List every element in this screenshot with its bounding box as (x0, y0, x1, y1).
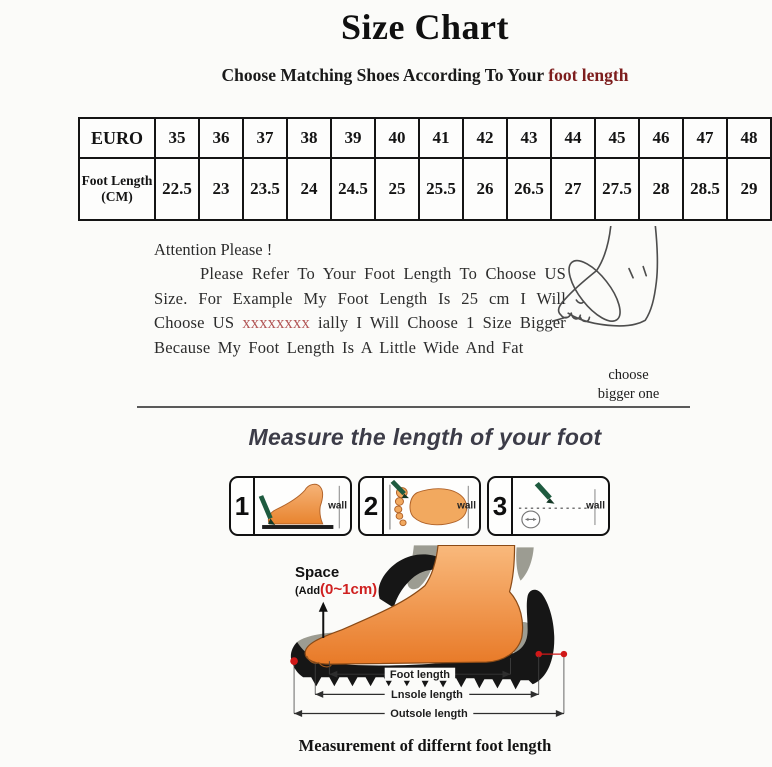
step-number: 3 (489, 478, 513, 534)
euro-size-cell: 45 (594, 117, 640, 159)
euro-size-cell: 38 (286, 117, 332, 159)
euro-size-cell: 37 (242, 117, 288, 159)
space-label-line1: Space (295, 564, 340, 581)
foot-length-cell: 26.5 (506, 157, 552, 221)
foot-length-cell: 27 (550, 157, 596, 221)
measure-step3-distance-icon (518, 481, 596, 529)
pointer-line (552, 316, 567, 323)
pen-icon (534, 481, 552, 500)
foot-length-cell: 27.5 (594, 157, 640, 221)
foot-length-row: Foot Length (CM) 22.5 23 23.5 24 24.5 25… (78, 157, 772, 221)
redacted-text: xxxxxxxx (242, 313, 310, 332)
space-label: Space (Add(0~1cm) (295, 564, 377, 600)
step-number: 1 (231, 478, 255, 534)
shoe-sole-shape (290, 589, 555, 690)
euro-size-cell: 44 (550, 117, 596, 159)
foot-shape (304, 545, 524, 665)
size-chart-title: Size Chart (341, 7, 509, 47)
foot-length-cell: 26 (462, 157, 508, 221)
heel-point-dot (535, 650, 542, 658)
euro-size-cell: 35 (154, 117, 200, 159)
pen-icon (258, 495, 273, 520)
wall-label: wall (457, 500, 476, 512)
subtitle-highlight: foot length (548, 65, 629, 85)
foot-measure-diagram: Foot length Lnsole length Outsole length (290, 545, 568, 721)
measure-step2-footprint-icon (389, 479, 469, 530)
euro-size-cell: 46 (638, 117, 684, 159)
attention-heading: Attention Please ! (154, 240, 273, 259)
foot-length-cell: 24 (286, 157, 332, 221)
euro-size-cell: 40 (374, 117, 420, 159)
foot-sketch-icon (552, 226, 659, 327)
toe-point-dot (290, 657, 298, 665)
foot-length-row-header: Foot Length (CM) (78, 157, 156, 221)
choose-note-line2: bigger one (597, 386, 660, 402)
measure-step1-foot-side-icon (258, 483, 340, 529)
euro-size-cell: 48 (726, 117, 772, 159)
space-label-line2: (Add(0~1cm) (295, 581, 378, 598)
heel-point-dot (560, 650, 568, 658)
subtitle-text: Choose Matching Shoes According To Your (221, 65, 549, 85)
foot-length-cell: 24.5 (330, 157, 376, 221)
euro-size-cell: 41 (418, 117, 464, 159)
step-box-3: 3 wall (487, 476, 610, 536)
foot-length-cell: 22.5 (154, 157, 200, 221)
euro-row-header: EURO (78, 117, 156, 159)
foot-length-cell: 25.5 (418, 157, 464, 221)
wall-label: wall (586, 500, 605, 512)
euro-size-cell: 42 (462, 117, 508, 159)
attention-body-start: Please Refer To Your Foot Length To Choo… (154, 264, 566, 332)
wall-label: wall (328, 500, 347, 512)
outsole-length-label: Outsole length (390, 708, 468, 720)
attention-section: Attention Please ! Please Refer To Your … (154, 237, 566, 360)
choose-bigger-note: choose bigger one (556, 366, 701, 404)
attention-body-end: ially I Will Choose 1 Size Bigger Becaus… (154, 313, 566, 357)
pen-icon (390, 479, 406, 496)
size-chart-table: EURO 35 36 37 38 39 40 41 42 43 44 45 46… (78, 117, 772, 221)
foot-length-cell: 23 (198, 157, 244, 221)
euro-size-cell: 43 (506, 117, 552, 159)
step-box-1: 1 wall (229, 476, 352, 536)
footprint-shape (409, 488, 468, 526)
subtitle: Choose Matching Shoes According To Your … (78, 65, 772, 86)
measure-heading: Measure the length of your foot (248, 424, 602, 450)
foot-length-label: Foot length (390, 669, 450, 681)
measurement-caption: Measurement of differnt foot length (298, 736, 552, 755)
attention-body: Please Refer To Your Foot Length To Choo… (154, 262, 566, 360)
choose-note-line1: choose (608, 367, 649, 383)
euro-row: EURO 35 36 37 38 39 40 41 42 43 44 45 46… (78, 117, 772, 159)
measure-steps: 1 wall 2 wall 3 (229, 476, 610, 536)
euro-size-cell: 36 (198, 117, 244, 159)
foot-length-cell: 29 (726, 157, 772, 221)
foot-length-cell: 25 (374, 157, 420, 221)
section-divider (137, 406, 690, 408)
step-box-2: 2 wall (358, 476, 481, 536)
foot-shape (267, 483, 324, 525)
foot-length-cell: 23.5 (242, 157, 288, 221)
insole-length-label: Lnsole length (391, 689, 463, 701)
foot-length-cell: 28 (638, 157, 684, 221)
foot-length-cell: 28.5 (682, 157, 728, 221)
step-number: 2 (360, 478, 384, 534)
euro-size-cell: 47 (682, 117, 728, 159)
euro-size-cell: 39 (330, 117, 376, 159)
